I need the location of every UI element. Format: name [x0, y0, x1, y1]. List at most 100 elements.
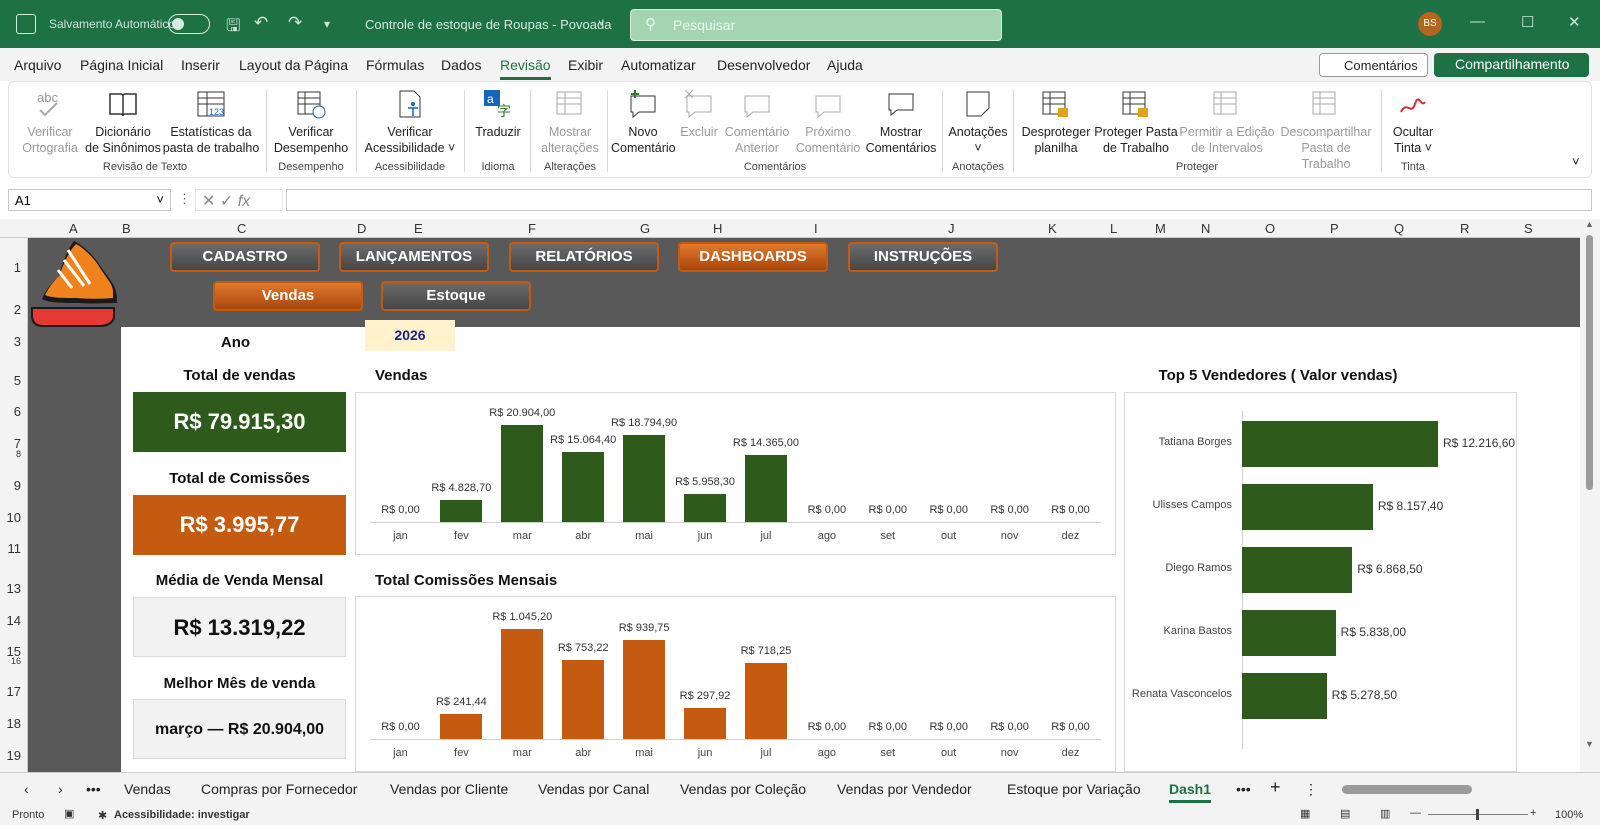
nav-dashboards-button[interactable]: DASHBOARDS — [678, 242, 828, 272]
fx-icon[interactable]: fx — [237, 193, 251, 210]
col-header[interactable]: S — [1524, 221, 1533, 236]
menu-pagina-inicial[interactable]: Página Inicial — [80, 57, 164, 73]
tab-options-icon[interactable]: ⋮ — [1304, 781, 1318, 797]
col-header[interactable]: L — [1110, 221, 1118, 236]
col-header[interactable]: D — [357, 221, 367, 236]
nav-cadastro-button[interactable]: CADASTRO — [170, 242, 320, 272]
title-chevron-down-icon[interactable]: ˅ — [598, 18, 605, 30]
maximize-icon[interactable]: ☐ — [1521, 14, 1535, 31]
tab-overflow-icon[interactable]: ••• — [1236, 781, 1251, 797]
tab-next-icon[interactable]: › — [58, 781, 63, 797]
col-header[interactable]: M — [1155, 221, 1166, 236]
nav-instrucoes-button[interactable]: INSTRUÇÕES — [848, 242, 998, 272]
menu-ajuda[interactable]: Ajuda — [827, 57, 863, 73]
sheet-tab[interactable]: Vendas por Cliente — [390, 781, 509, 797]
sheet-tab[interactable]: Vendas por Vendedor — [837, 781, 972, 797]
horizontal-scrollbar[interactable] — [1330, 785, 1580, 794]
menu-dados[interactable]: Dados — [441, 57, 482, 73]
menu-inserir[interactable]: Inserir — [181, 57, 220, 73]
show-changes-button[interactable]: Mostrar alterações — [535, 88, 605, 156]
col-header[interactable]: J — [948, 221, 955, 236]
unshare-workbook-button[interactable]: Descompartilhar Pasta de Trabalho — [1276, 88, 1376, 172]
col-header[interactable]: H — [713, 221, 723, 236]
row-header[interactable]: 7 — [13, 436, 21, 451]
autosave-toggle[interactable] — [168, 14, 210, 34]
hide-ink-button[interactable]: Ocultar Tinta ˅ — [1385, 88, 1441, 156]
row-header[interactable]: 19 — [6, 748, 21, 763]
redo-icon[interactable]: ↷ — [288, 13, 303, 32]
zoom-level[interactable]: 100% — [1555, 809, 1584, 821]
protect-workbook-button[interactable]: Proteger Pasta de Trabalho — [1094, 88, 1178, 156]
zoom-out-icon[interactable]: — — [1410, 807, 1421, 819]
search-input[interactable]: ⚲ Pesquisar — [630, 9, 1002, 41]
col-header[interactable]: Q — [1394, 221, 1405, 236]
ribbon-collapse-icon[interactable]: ˅ — [1572, 154, 1580, 169]
comments-button[interactable]: Comentários — [1319, 53, 1428, 77]
status-accessibility[interactable]: Acessibilidade: investigar — [114, 809, 250, 821]
menu-revisao[interactable]: Revisão — [500, 57, 551, 80]
show-comments-button[interactable]: Mostrar Comentários — [863, 88, 939, 156]
zoom-slider-thumb[interactable] — [1476, 809, 1479, 820]
menu-exibir[interactable]: Exibir — [568, 57, 604, 73]
nav-relatorios-button[interactable]: RELATÓRIOS — [509, 242, 659, 272]
nav-lancamentos-button[interactable]: LANÇAMENTOS — [339, 242, 489, 272]
scroll-up-icon[interactable]: ▲ — [1585, 219, 1594, 229]
h-scroll-thumb[interactable] — [1342, 785, 1472, 794]
check-accessibility-button[interactable]: Verificar Acessibilidade ˅ — [362, 88, 458, 156]
close-icon[interactable]: ✕ — [1568, 14, 1581, 31]
more-icon[interactable]: ⋮ — [178, 191, 191, 206]
col-header[interactable]: O — [1265, 221, 1276, 236]
col-header[interactable]: P — [1330, 221, 1339, 236]
col-header[interactable]: B — [122, 221, 131, 236]
row-header[interactable]: 14 — [6, 613, 21, 628]
row-header[interactable]: 5 — [13, 373, 21, 388]
vertical-scrollbar[interactable]: ▲ ▼ — [1580, 219, 1600, 772]
col-header[interactable]: F — [528, 221, 536, 236]
row-header[interactable]: 2 — [13, 302, 21, 317]
page-layout-icon[interactable]: ▤ — [1340, 808, 1351, 820]
row-header[interactable]: 15 — [6, 644, 21, 659]
new-comment-button[interactable]: Novo Comentário — [611, 88, 676, 156]
function-box[interactable]: ✕ ✓ fx — [195, 189, 283, 211]
delete-comment-button[interactable]: Excluir — [677, 88, 721, 140]
year-value-cell[interactable]: 2026 — [365, 320, 455, 351]
macro-icon[interactable]: ▣ — [64, 808, 75, 820]
row-header[interactable]: 16 — [10, 656, 21, 666]
col-header[interactable]: K — [1048, 221, 1057, 236]
sheet-tab[interactable]: Vendas — [124, 781, 171, 797]
save-icon[interactable]: 🖫 — [226, 16, 241, 35]
col-header[interactable]: A — [69, 221, 78, 236]
cancel-icon[interactable]: ✕ — [202, 193, 216, 210]
add-sheet-icon[interactable]: + — [1270, 777, 1281, 797]
zoom-in-icon[interactable]: + — [1530, 807, 1537, 819]
tab-more-icon[interactable]: ••• — [86, 781, 101, 797]
row-header[interactable]: 1 — [13, 260, 21, 275]
enter-icon[interactable]: ✓ — [219, 193, 234, 210]
sheet-tab[interactable]: Compras por Fornecedor — [201, 781, 358, 797]
row-header[interactable]: 10 — [6, 510, 21, 525]
unprotect-sheet-button[interactable]: Desproteger planilha — [1018, 88, 1094, 156]
row-header[interactable]: 17 — [6, 684, 21, 699]
menu-automatizar[interactable]: Automatizar — [621, 57, 696, 73]
undo-icon[interactable]: ↶ — [254, 13, 269, 32]
sheet-tab-active[interactable]: Dash1 — [1169, 781, 1212, 803]
row-header[interactable]: 9 — [13, 478, 21, 493]
row-header[interactable]: 13 — [6, 581, 21, 596]
translate-button[interactable]: a 字 Traduzir — [470, 88, 526, 140]
chart-comissoes[interactable]: R$ 0,00 jan R$ 241,44 fev R$ 1.045,20 mar R$ 7… — [355, 596, 1116, 772]
menu-desenvolvedor[interactable]: Desenvolvedor — [717, 57, 811, 73]
tab-prev-icon[interactable]: ‹ — [24, 781, 29, 797]
next-comment-button[interactable]: Próximo Comentário — [793, 88, 863, 156]
chart-vendas[interactable]: R$ 0,00 jan R$ 4.828,70 fev R$ 20.904,00 mar R… — [355, 392, 1116, 555]
menu-arquivo[interactable]: Arquivo — [14, 57, 62, 73]
check-performance-button[interactable]: Verificar Desempenho — [271, 88, 351, 156]
thesaurus-button[interactable]: Dicionário de Sinônimos — [85, 88, 161, 156]
sheet-tab[interactable]: Estoque por Variação — [1007, 781, 1141, 797]
col-header[interactable]: R — [1460, 221, 1470, 236]
page-break-icon[interactable]: ▥ — [1380, 808, 1391, 820]
sheet-tab[interactable]: Vendas por Coleção — [680, 781, 807, 797]
row-header[interactable]: 18 — [6, 716, 21, 731]
col-header[interactable]: C — [237, 221, 247, 236]
worksheet[interactable]: CADASTRO LANÇAMENTOS RELATÓRIOS DASHBOAR… — [28, 238, 1580, 772]
subnav-vendas-button[interactable]: Vendas — [213, 281, 363, 311]
